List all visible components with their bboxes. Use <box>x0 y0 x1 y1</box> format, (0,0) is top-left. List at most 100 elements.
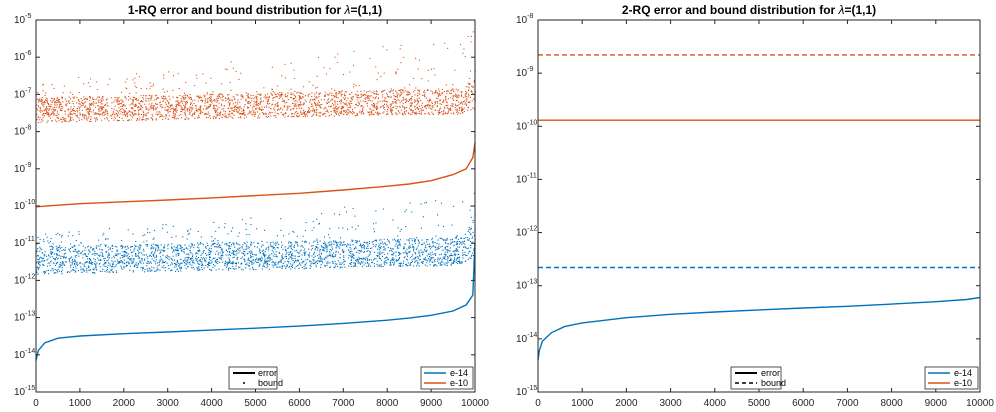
bound-point <box>375 93 377 95</box>
bound-point <box>221 254 223 256</box>
bound-point <box>324 236 326 238</box>
bound-point <box>57 100 59 102</box>
bound-point <box>439 254 441 256</box>
bound-point <box>338 92 340 94</box>
bound-point <box>86 99 88 101</box>
bound-point <box>38 262 40 264</box>
bound-point <box>87 253 89 255</box>
bound-point <box>168 102 170 104</box>
bound-point <box>374 105 376 107</box>
bound-point <box>196 105 198 107</box>
bound-point <box>380 264 382 266</box>
bound-point <box>112 266 114 268</box>
bound-point <box>353 86 355 88</box>
bound-point <box>417 245 419 247</box>
bound-point <box>291 265 293 267</box>
bound-point <box>178 253 180 255</box>
bound-point <box>153 247 155 249</box>
bound-point <box>354 115 356 117</box>
bound-point <box>281 75 283 77</box>
bound-point <box>406 100 408 102</box>
bound-point <box>455 259 457 261</box>
bound-point <box>293 102 295 104</box>
bound-point <box>468 238 470 240</box>
bound-point <box>205 246 207 248</box>
bound-point <box>120 260 122 262</box>
bound-point <box>417 68 419 70</box>
bound-point <box>152 243 154 245</box>
bound-point <box>99 254 101 256</box>
bound-point <box>244 104 246 106</box>
bound-point <box>106 271 108 273</box>
bound-point <box>62 101 64 103</box>
bound-point <box>196 261 198 263</box>
bound-point <box>300 249 302 251</box>
bound-point <box>303 86 305 88</box>
bound-point <box>280 260 282 262</box>
bound-point <box>129 92 131 94</box>
bound-point <box>444 253 446 255</box>
bound-point <box>45 97 47 99</box>
bound-point <box>218 93 220 95</box>
bound-point <box>110 97 112 99</box>
bound-point <box>417 261 419 263</box>
bound-point <box>392 259 394 261</box>
bound-point <box>153 255 155 257</box>
bound-point <box>295 99 297 101</box>
bound-point <box>67 109 69 111</box>
bound-point <box>397 235 399 237</box>
bound-point <box>118 96 120 98</box>
bound-point <box>50 103 52 105</box>
bound-point <box>42 120 44 122</box>
bound-point <box>351 255 353 257</box>
bound-point <box>234 105 236 107</box>
bound-point <box>416 107 418 109</box>
bound-point <box>354 215 356 217</box>
bound-point <box>319 251 321 253</box>
bound-point <box>286 109 288 111</box>
bound-point <box>196 269 198 271</box>
bound-point <box>86 107 88 109</box>
bound-point <box>176 247 178 249</box>
bound-point <box>324 259 326 261</box>
bound-point <box>308 254 310 256</box>
bound-point <box>330 105 332 107</box>
bound-point <box>221 105 223 107</box>
bound-point <box>56 110 58 112</box>
bound-point <box>336 111 338 113</box>
bound-point <box>101 108 103 110</box>
bound-point <box>201 266 203 268</box>
bound-point <box>208 113 210 115</box>
bound-point <box>76 121 78 123</box>
bound-point <box>219 93 221 95</box>
bound-point <box>108 257 110 259</box>
bound-point <box>473 234 475 236</box>
bound-point <box>192 266 194 268</box>
bound-point <box>416 95 418 97</box>
bound-point <box>348 249 350 251</box>
bound-point <box>154 263 156 265</box>
bound-point <box>257 242 259 244</box>
bound-point <box>381 100 383 102</box>
bound-point <box>232 262 234 264</box>
bound-point <box>69 116 71 118</box>
bound-point <box>236 252 238 254</box>
bound-point <box>406 107 408 109</box>
bound-point <box>113 119 115 121</box>
bound-point <box>238 252 240 254</box>
bound-point <box>328 243 330 245</box>
bound-point <box>235 251 237 253</box>
bound-point <box>343 256 345 258</box>
bound-point <box>85 116 87 118</box>
bound-point <box>172 259 174 261</box>
bound-point <box>389 103 391 105</box>
bound-point <box>104 105 106 107</box>
bound-point <box>454 258 456 260</box>
bound-point <box>423 258 425 260</box>
bound-point <box>302 246 304 248</box>
bound-point <box>406 265 408 267</box>
bound-point <box>243 249 245 251</box>
bound-point <box>450 257 452 259</box>
bound-point <box>169 107 171 109</box>
bound-point <box>387 247 389 249</box>
